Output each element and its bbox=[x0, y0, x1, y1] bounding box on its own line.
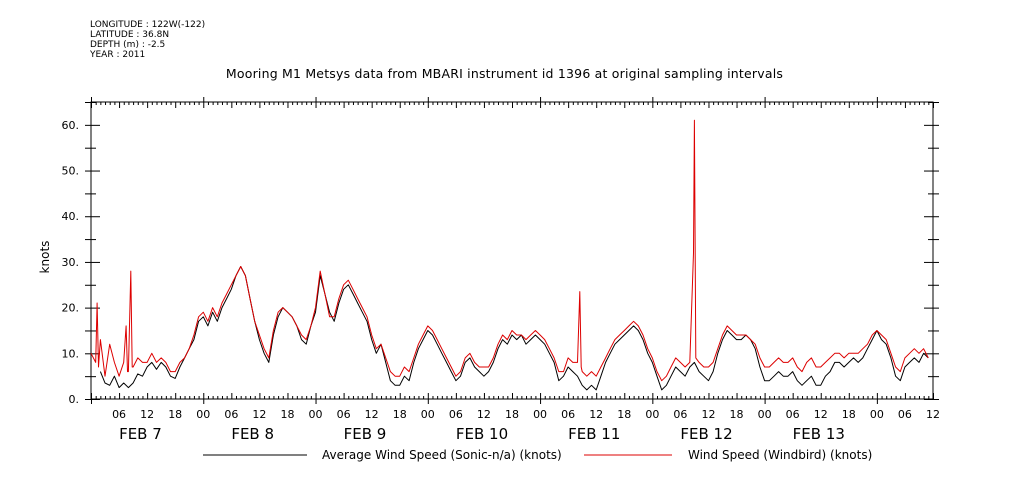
x-tick-label: 12 bbox=[252, 408, 266, 421]
series-line-average-wind-speed bbox=[99, 266, 929, 391]
series-line-windbird-wind-speed bbox=[90, 119, 929, 382]
x-tick-label: 12 bbox=[701, 408, 715, 421]
x-tick-label: 00 bbox=[421, 408, 435, 421]
y-tick-label: 10. bbox=[62, 347, 80, 360]
legend-label-0: Average Wind Speed (Sonic-n/a) (knots) bbox=[322, 448, 562, 462]
x-tick-label: 06 bbox=[112, 408, 126, 421]
legend-label-1: Wind Speed (Windbird) (knots) bbox=[688, 448, 872, 462]
x-tick-label: 06 bbox=[449, 408, 463, 421]
location-metadata: LONGITUDE : 122W(-122) LATITUDE : 36.8N … bbox=[90, 20, 205, 60]
y-tick-label: 20. bbox=[62, 302, 80, 315]
x-day-label: FEB 12 bbox=[680, 425, 732, 443]
y-tick-label: 0. bbox=[69, 393, 80, 406]
x-tick-label: 12 bbox=[140, 408, 154, 421]
x-tick-label: 00 bbox=[645, 408, 659, 421]
x-day-label: FEB 8 bbox=[231, 425, 274, 443]
x-day-label: FEB 10 bbox=[456, 425, 508, 443]
x-tick-label: 06 bbox=[561, 408, 575, 421]
x-tick-label: 00 bbox=[758, 408, 772, 421]
x-tick-label: 12 bbox=[814, 408, 828, 421]
x-day-label: FEB 7 bbox=[119, 425, 162, 443]
x-day-label: FEB 9 bbox=[344, 425, 387, 443]
x-tick-label: 18 bbox=[168, 408, 182, 421]
y-tick-label: 60. bbox=[62, 119, 80, 132]
x-tick-label: 12 bbox=[477, 408, 491, 421]
chart-title: Mooring M1 Metsys data from MBARI instru… bbox=[225, 66, 784, 81]
x-tick-label: 00 bbox=[196, 408, 210, 421]
x-tick-label: 18 bbox=[842, 408, 856, 421]
plot-frame bbox=[90, 101, 934, 400]
depth-text: DEPTH (m) : -2.5 bbox=[90, 40, 166, 50]
x-day-label: FEB 11 bbox=[568, 425, 620, 443]
x-tick-label: 18 bbox=[280, 408, 294, 421]
latitude-text: LATITUDE : 36.8N bbox=[90, 30, 170, 40]
x-tick-label: 06 bbox=[224, 408, 238, 421]
x-tick-label: 00 bbox=[870, 408, 884, 421]
x-tick-label: 18 bbox=[730, 408, 744, 421]
x-tick-label: 00 bbox=[533, 408, 547, 421]
y-tick-label: 40. bbox=[62, 210, 80, 223]
x-tick-label: 12 bbox=[926, 408, 940, 421]
longitude-text: LONGITUDE : 122W(-122) bbox=[90, 20, 206, 30]
y-tick-label: 30. bbox=[62, 256, 80, 269]
x-tick-label: 06 bbox=[673, 408, 687, 421]
x-tick-label: 18 bbox=[393, 408, 407, 421]
x-tick-label: 12 bbox=[589, 408, 603, 421]
x-tick-label: 06 bbox=[337, 408, 351, 421]
x-tick-label: 06 bbox=[898, 408, 912, 421]
year-text: YEAR : 2011 bbox=[90, 50, 146, 60]
x-tick-label: 06 bbox=[786, 408, 800, 421]
y-tick-label: 50. bbox=[62, 165, 80, 178]
x-tick-label: 18 bbox=[617, 408, 631, 421]
x-tick-label: 00 bbox=[309, 408, 323, 421]
x-tick-label: 18 bbox=[505, 408, 519, 421]
y-axis-label: knots bbox=[38, 241, 52, 274]
x-day-label: FEB 13 bbox=[793, 425, 845, 443]
x-tick-label: 12 bbox=[365, 408, 379, 421]
